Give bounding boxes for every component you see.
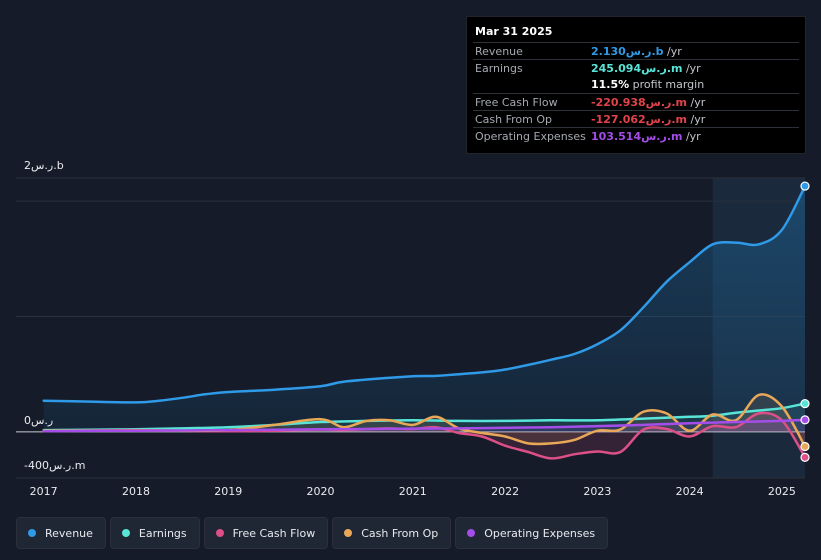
operating-expenses-end-point (800, 415, 810, 425)
revenue-line (42, 184, 807, 404)
cash-from-op-area (43, 394, 805, 447)
revenue-area (43, 186, 805, 432)
y-axis-top-label: 2ر.س.b (24, 159, 64, 172)
legend-label: Cash From Op (361, 526, 439, 540)
y-axis-zero-label: 0ر.س (24, 414, 54, 427)
cash-from-op-end-point (800, 441, 810, 452)
x-tick-label: 2019 (214, 485, 242, 498)
tooltip-row-profit-margin: 11.5% profit margin (473, 76, 799, 93)
legend-item-free-cash-flow[interactable]: Free Cash Flow (203, 517, 329, 549)
tooltip-row-earnings: Earnings 245.094ر.س.m /yr (473, 59, 799, 76)
legend-dot-icon (215, 529, 224, 537)
chart-legend: Revenue Earnings Free Cash Flow Cash Fro… (16, 517, 609, 549)
x-tick-label: 2024 (676, 485, 704, 498)
tooltip-value: -220.938ر.س.m /yr (591, 96, 706, 109)
tooltip-row-cash-from-op: Cash From Op -127.062ر.س.m /yr (473, 110, 799, 127)
tooltip-label: Cash From Op (475, 113, 553, 126)
legend-dot-icon (121, 529, 130, 537)
tooltip-date: Mar 31 2025 (475, 25, 553, 38)
tooltip-label: Earnings (475, 62, 523, 75)
x-tick-label: 2023 (583, 485, 611, 498)
tooltip-label: Revenue (475, 45, 523, 58)
free-cash-flow-area (43, 412, 805, 459)
legend-label: Free Cash Flow (232, 526, 316, 540)
legend-label: Operating Expenses (484, 526, 596, 540)
tooltip-value: 103.514ر.س.m /yr (591, 130, 701, 143)
free-cash-flow-end-point (800, 452, 810, 462)
tooltip-value: -127.062ر.س.m /yr (591, 113, 706, 126)
legend-item-cash-from-op[interactable]: Cash From Op (332, 517, 452, 549)
legend-dot-icon (344, 529, 353, 537)
y-axis-bottom-label: -400ر.س.m (24, 459, 86, 472)
earnings-end-point (800, 398, 810, 409)
tooltip-value: 2.130ر.س.b /yr (591, 45, 682, 58)
x-tick-label: 2018 (122, 485, 150, 498)
operating-expenses-line (42, 418, 807, 433)
tooltip-row-revenue: Revenue 2.130ر.س.b /yr (473, 42, 799, 59)
tooltip-label: Operating Expenses (475, 130, 586, 143)
tooltip-row-operating-expenses: Operating Expenses 103.514ر.س.m /yr (473, 127, 799, 144)
x-tick-label: 2020 (307, 485, 335, 498)
operating-expenses-area (43, 419, 805, 432)
data-tooltip: Mar 31 2025 Revenue 2.130ر.س.b /yr Earni… (466, 16, 806, 154)
x-tick-label: 2022 (491, 485, 519, 498)
legend-item-earnings[interactable]: Earnings (109, 517, 200, 549)
tooltip-row-free-cash-flow: Free Cash Flow -220.938ر.س.m /yr (473, 93, 799, 110)
x-tick-label: 2017 (30, 485, 58, 498)
revenue-end-point (800, 181, 810, 191)
tooltip-value: 11.5% profit margin (591, 78, 705, 91)
legend-item-operating-expenses[interactable]: Operating Expenses (455, 517, 609, 549)
x-tick-label: 2025 (768, 485, 796, 498)
legend-label: Revenue (45, 526, 93, 540)
legend-label: Earnings (138, 526, 187, 540)
legend-dot-icon (467, 529, 476, 537)
tooltip-value: 245.094ر.س.m /yr (591, 62, 701, 75)
x-tick-label: 2021 (399, 485, 427, 498)
legend-dot-icon (28, 529, 36, 537)
legend-item-revenue[interactable]: Revenue (16, 517, 106, 549)
earnings-line (42, 402, 807, 432)
tooltip-label: Free Cash Flow (475, 96, 558, 109)
